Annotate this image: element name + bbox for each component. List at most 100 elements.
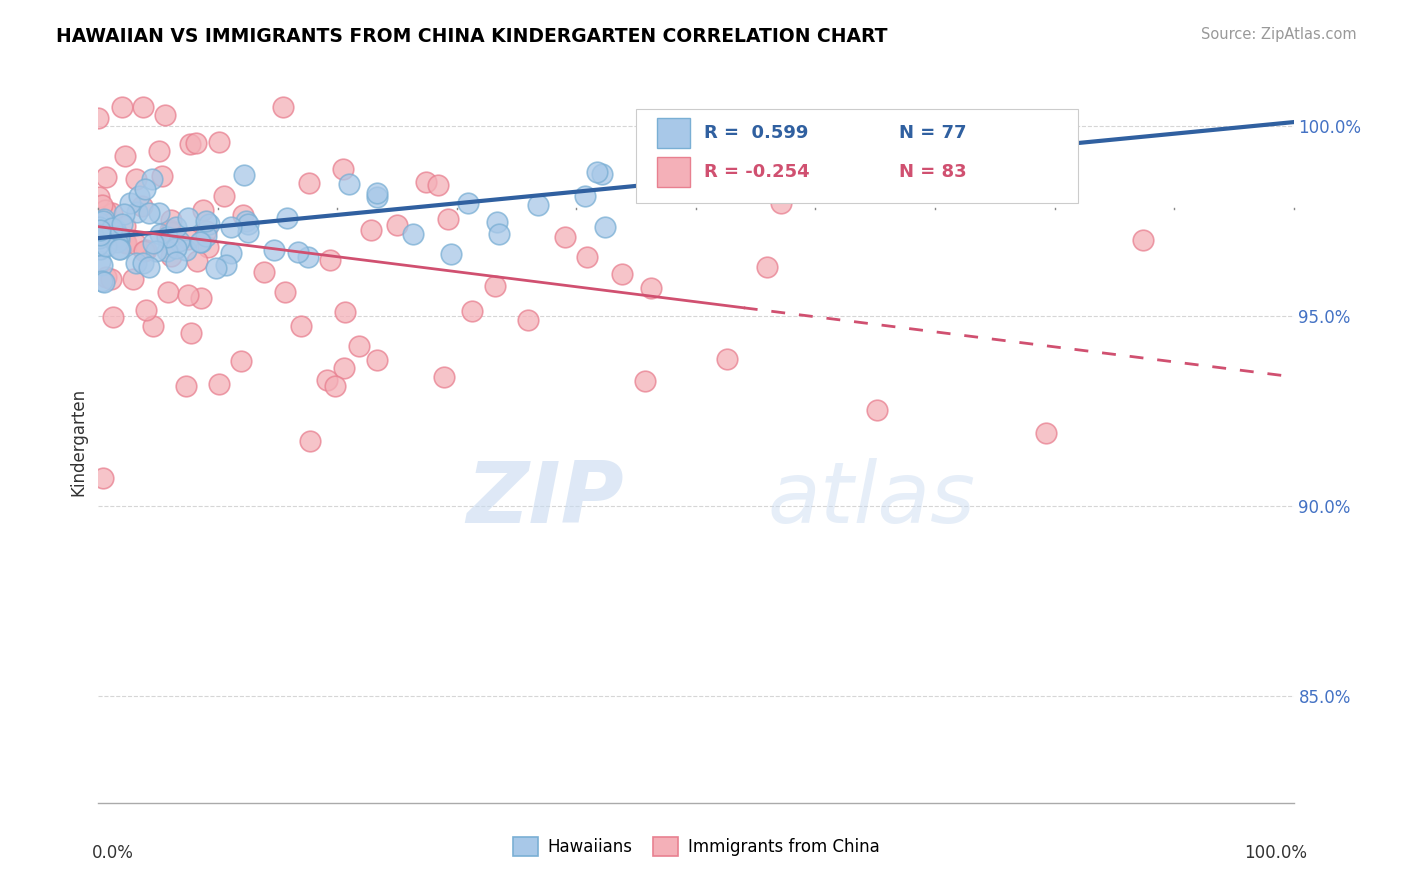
Point [108,228,131,243]
Point [98,223,121,237]
Point [134,244,156,259]
Point [866,403,889,417]
Point [298,176,321,190]
Point [176,243,198,257]
Point [316,373,339,387]
Point [150,169,173,183]
Point [107,234,129,248]
Point [93,275,115,289]
Point [160,213,183,227]
Point [366,353,388,368]
Text: Source: ZipAtlas.com: Source: ZipAtlas.com [1201,27,1357,42]
Point [208,135,231,149]
Point [120,196,142,211]
Point [134,182,156,196]
Point [440,247,463,261]
Point [207,376,229,391]
Point [148,206,170,220]
Point [197,240,219,254]
Point [101,206,124,220]
Point [575,250,598,264]
Point [125,256,148,270]
Point [229,354,252,368]
Point [148,144,170,158]
Point [236,225,259,239]
Point [186,254,208,268]
Point [89,228,111,243]
Point [488,227,510,242]
Point [112,207,135,221]
Point [104,222,127,236]
Point [461,303,484,318]
Point [485,215,508,229]
Point [141,172,163,186]
Point [90,274,112,288]
Point [89,243,111,257]
Point [100,272,122,286]
Point [138,260,160,274]
Point [165,255,187,269]
Text: 100.0%: 100.0% [1244,844,1308,862]
Point [415,175,437,189]
Point [204,260,226,275]
Point [94,170,117,185]
Point [756,260,779,274]
Point [115,235,138,250]
Text: 0.0%: 0.0% [91,844,134,862]
Point [640,280,662,294]
Point [87,227,110,241]
Point [252,265,274,279]
Point [114,219,136,233]
Point [166,219,188,234]
Text: HAWAIIAN VS IMMIGRANTS FROM CHINA KINDERGARTEN CORRELATION CHART: HAWAIIAN VS IMMIGRANTS FROM CHINA KINDER… [56,27,887,45]
Point [114,235,136,249]
Point [90,258,112,272]
Point [770,196,793,211]
Point [145,244,167,258]
Point [87,215,110,229]
Point [335,304,357,318]
Point [108,242,131,256]
Point [366,186,388,200]
Point [349,339,371,353]
Point [91,214,114,228]
Point [323,379,346,393]
Point [174,378,197,392]
Point [91,471,114,485]
Point [319,252,342,267]
Point [122,272,145,286]
Point [198,217,221,231]
Point [554,230,576,244]
Point [723,169,745,184]
Point [232,208,254,222]
Point [190,235,212,249]
Text: ZIP: ZIP [467,458,624,541]
Point [159,249,181,263]
Point [165,241,187,255]
Point [157,285,180,299]
Legend: Hawaiians, Immigrants from China: Hawaiians, Immigrants from China [513,837,879,856]
Point [298,434,321,449]
Text: R = -0.254: R = -0.254 [704,163,810,181]
Point [93,212,115,227]
Point [132,100,155,114]
Point [574,189,596,203]
Point [89,230,111,244]
Point [271,100,294,114]
Point [155,108,177,122]
Point [212,188,235,202]
Point [167,234,190,248]
Point [107,235,129,249]
Point [1035,426,1057,441]
Point [195,224,218,238]
Point [103,234,125,248]
Point [385,219,408,233]
Point [426,178,449,193]
Point [366,190,388,204]
Point [114,149,136,163]
Point [96,239,118,253]
Text: N = 83: N = 83 [900,163,967,181]
Point [484,279,506,293]
Point [634,374,657,388]
Point [89,190,111,204]
